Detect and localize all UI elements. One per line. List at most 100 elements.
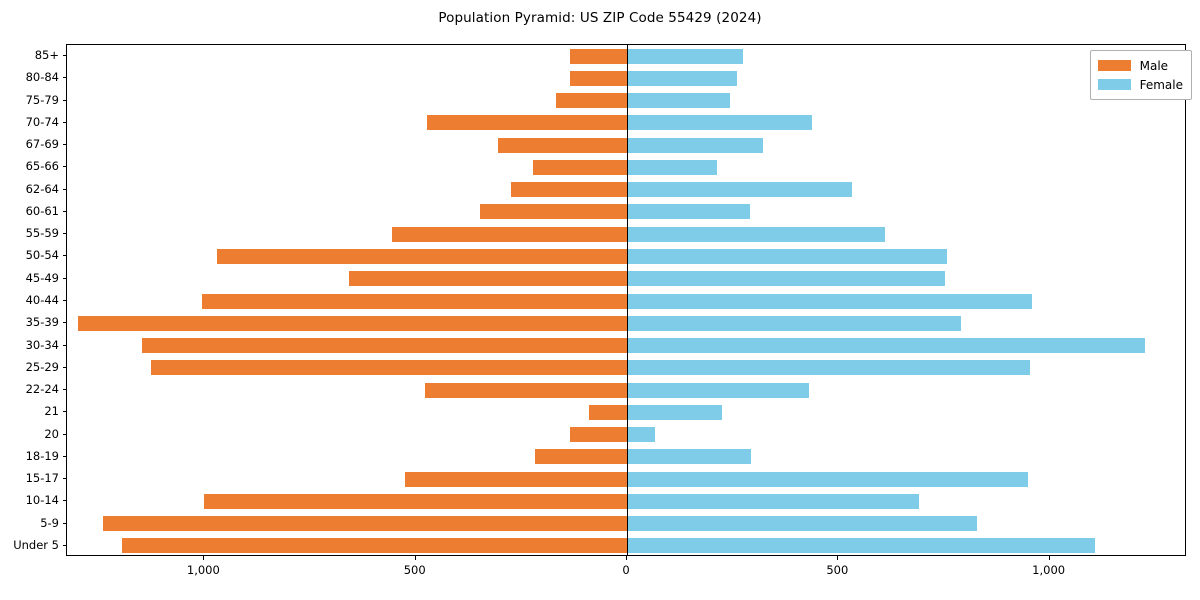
- bar-male: [348, 271, 627, 287]
- y-axis-tick-label: 55-59: [25, 226, 59, 241]
- legend-item[interactable]: Male: [1097, 56, 1183, 75]
- bar-female: [627, 182, 852, 198]
- y-tick-mark: [62, 366, 66, 368]
- x-axis-tick-label: 0: [622, 563, 630, 577]
- bar-female: [627, 427, 656, 443]
- bar-male: [532, 159, 627, 175]
- bar-male: [589, 404, 627, 420]
- bar-female: [627, 226, 885, 242]
- legend-swatch-icon: [1097, 60, 1131, 71]
- legend-item[interactable]: Female: [1097, 75, 1183, 94]
- y-tick-mark: [62, 233, 66, 235]
- y-tick-mark: [62, 344, 66, 346]
- legend-label: Female: [1139, 77, 1183, 92]
- y-tick-mark: [62, 77, 66, 79]
- y-axis-tick-label: 15-17: [25, 471, 59, 486]
- bar-female: [627, 538, 1096, 554]
- x-axis-tick-label: 500: [403, 563, 426, 577]
- bar-female: [627, 159, 718, 175]
- bar-male: [569, 70, 627, 86]
- bar-male: [427, 115, 627, 131]
- bar-male: [480, 204, 627, 220]
- x-axis-tick-label: 1,000: [1032, 563, 1066, 577]
- y-axis-tick-label: 45-49: [25, 270, 59, 285]
- bar-male: [202, 293, 627, 309]
- bar-female: [627, 271, 945, 287]
- x-axis-tick-label: 500: [826, 563, 849, 577]
- bar-female: [627, 204, 751, 220]
- chart-title: Population Pyramid: US ZIP Code 55429 (2…: [438, 10, 762, 26]
- y-tick-mark: [62, 166, 66, 168]
- bar-male: [151, 360, 627, 376]
- y-axis-tick-label: 70-74: [25, 114, 59, 129]
- bar-male: [141, 338, 627, 354]
- y-tick-mark: [62, 433, 66, 435]
- y-axis-tick-label: 80-84: [25, 70, 59, 85]
- x-tick-mark: [414, 556, 416, 560]
- x-axis-tick-label: 1,000: [186, 563, 220, 577]
- bar-female: [627, 449, 752, 465]
- bar-female: [627, 382, 810, 398]
- zero-axis-line: [627, 45, 628, 555]
- y-axis-tick-label: 21: [44, 404, 59, 419]
- bar-female: [627, 137, 764, 153]
- bar-male: [77, 315, 627, 331]
- y-tick-mark: [62, 99, 66, 101]
- bar-male: [498, 137, 627, 153]
- y-tick-mark: [62, 55, 66, 57]
- plot-frame: [66, 44, 1186, 556]
- y-axis-tick-label: 30-34: [25, 337, 59, 352]
- y-axis-tick-label: Under 5: [13, 537, 59, 552]
- x-tick-mark: [837, 556, 839, 560]
- bar-female: [627, 48, 744, 64]
- bar-female: [627, 360, 1030, 376]
- bar-female: [627, 471, 1028, 487]
- plot-area: [67, 45, 1185, 555]
- y-tick-mark: [62, 389, 66, 391]
- y-axis-tick-label: 65-66: [25, 159, 59, 174]
- bar-female: [627, 493, 919, 509]
- x-tick-mark: [626, 556, 627, 560]
- y-tick-mark: [62, 478, 66, 480]
- chart-legend: Male Female: [1089, 50, 1192, 100]
- bar-female: [627, 293, 1032, 309]
- y-tick-mark: [62, 121, 66, 123]
- bar-male: [102, 516, 627, 532]
- x-tick-mark: [1048, 556, 1050, 560]
- y-axis-tick-label: 60-61: [25, 203, 59, 218]
- y-tick-mark: [62, 300, 66, 301]
- y-tick-mark: [62, 522, 66, 524]
- y-tick-mark: [62, 255, 66, 257]
- bar-female: [627, 404, 723, 420]
- bar-female: [627, 315, 961, 331]
- y-axis-tick-label: 50-54: [25, 248, 59, 263]
- y-axis-tick-label: 75-79: [25, 92, 59, 107]
- legend-swatch-icon: [1097, 79, 1131, 90]
- legend-label: Male: [1139, 58, 1169, 73]
- y-axis-tick-label: 10-14: [25, 493, 59, 508]
- bar-male: [510, 182, 627, 198]
- bar-male: [555, 93, 627, 109]
- bar-male: [569, 427, 627, 443]
- bar-female: [627, 248, 948, 264]
- y-tick-mark: [62, 188, 66, 190]
- y-axis-tick-label: 67-69: [25, 137, 59, 152]
- y-axis-tick-label: 25-29: [25, 359, 59, 374]
- y-tick-mark: [62, 544, 66, 546]
- bar-female: [627, 516, 978, 532]
- bar-female: [627, 115, 813, 131]
- bar-female: [627, 338, 1145, 354]
- y-axis-tick-label: 40-44: [25, 293, 59, 307]
- bar-male: [217, 248, 627, 264]
- bar-male: [405, 471, 627, 487]
- bar-male: [121, 538, 627, 554]
- y-tick-mark: [62, 210, 66, 212]
- y-axis-tick-label: 85+: [34, 48, 59, 63]
- y-tick-mark: [62, 411, 66, 413]
- bar-male: [204, 493, 627, 509]
- x-tick-mark: [203, 556, 205, 560]
- y-tick-mark: [62, 455, 66, 457]
- y-axis-tick-label: 62-64: [25, 181, 59, 196]
- y-tick-mark: [62, 500, 66, 502]
